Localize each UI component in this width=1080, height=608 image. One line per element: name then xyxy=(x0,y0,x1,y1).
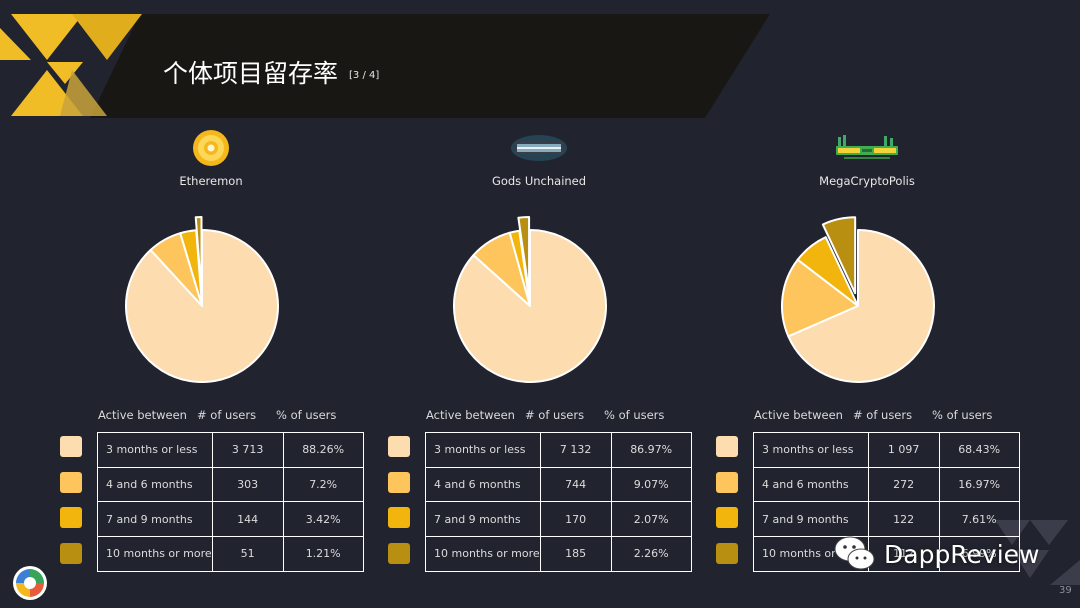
category-cell: 10 months or more xyxy=(97,536,213,572)
table-row: 4 and 6 months 744 9.07% xyxy=(425,466,692,503)
count-cell: 51 xyxy=(211,536,284,572)
legend-swatch xyxy=(716,472,738,493)
count-cell: 7 132 xyxy=(539,432,612,468)
table-row: 10 months or more 185 2.26% xyxy=(425,536,692,572)
pie-slice-4-and-6-months xyxy=(781,258,859,338)
legend-swatch xyxy=(60,436,82,457)
percent-cell: 7.61% xyxy=(938,501,1020,538)
retention-table: 3 months or less 3 713 88.26% 4 and 6 mo… xyxy=(97,432,364,572)
percent-cell: 2.26% xyxy=(610,536,692,572)
count-cell: 303 xyxy=(211,466,284,503)
legend-swatch xyxy=(388,436,410,457)
table-row: 3 months or less 1 097 68.43% xyxy=(753,432,1020,468)
category-cell: 7 and 9 months xyxy=(753,501,869,538)
category-cell: 7 and 9 months xyxy=(97,501,213,538)
table-row: 7 and 9 months 144 3.42% xyxy=(97,501,364,538)
header-num-users: # of users xyxy=(853,408,913,422)
table-row: 10 months or more 51 1.21% xyxy=(97,536,364,572)
pie-slice-3-months-or-less xyxy=(453,229,607,383)
panel-gods-unchained: Gods Unchained Active between # of users… xyxy=(388,0,728,608)
corner-logo-icon xyxy=(13,566,47,600)
percent-cell: 68.43% xyxy=(938,432,1020,468)
header-active-between: Active between xyxy=(98,408,187,422)
table-row: 4 and 6 months 303 7.2% xyxy=(97,466,364,503)
pie-chart xyxy=(781,216,935,383)
legend-swatch xyxy=(716,436,738,457)
header-active-between: Active between xyxy=(426,408,515,422)
percent-cell: 16.97% xyxy=(938,466,1020,503)
table-row: 7 and 9 months 122 7.61% xyxy=(753,501,1020,538)
count-cell: 3 713 xyxy=(211,432,284,468)
game-name: Etheremon xyxy=(179,174,243,188)
etheremon-logo xyxy=(176,126,246,170)
legend-swatch xyxy=(60,507,82,528)
count-cell: 185 xyxy=(539,536,612,572)
pie-chart xyxy=(125,216,279,383)
wechat-icon xyxy=(834,536,875,570)
header-active-between: Active between xyxy=(754,408,843,422)
retention-table: 3 months or less 7 132 86.97% 4 and 6 mo… xyxy=(425,432,692,572)
legend-swatch xyxy=(716,507,738,528)
percent-cell: 9.07% xyxy=(610,466,692,503)
slide-title: 个体项目留存率 xyxy=(163,59,339,88)
panel-megacryptopolis: MegaCryptoPolis Active between # of user… xyxy=(716,0,1056,608)
category-cell: 3 months or less xyxy=(425,432,541,468)
pie-chart xyxy=(453,216,607,383)
game-name: Gods Unchained xyxy=(491,174,587,188)
header-pct-users: % of users xyxy=(276,408,337,422)
percent-cell: 86.97% xyxy=(610,432,692,468)
page-number: 39 xyxy=(1059,585,1072,596)
percent-cell: 7.2% xyxy=(282,466,364,503)
count-cell: 122 xyxy=(867,501,940,538)
count-cell: 112 xyxy=(867,536,940,572)
header-band xyxy=(90,14,770,118)
header-num-users: # of users xyxy=(197,408,257,422)
pie-slice-10-months-or-more xyxy=(821,216,857,295)
count-cell: 144 xyxy=(211,501,284,538)
legend-swatch xyxy=(388,507,410,528)
percent-cell: 6.99% xyxy=(938,536,1020,572)
legend-swatch xyxy=(388,543,410,564)
game-name: MegaCryptoPolis xyxy=(819,174,915,188)
category-cell: 3 months or less xyxy=(97,432,213,468)
table-row: 3 months or less 3 713 88.26% xyxy=(97,432,364,468)
category-cell: 4 and 6 months xyxy=(97,466,213,503)
count-cell: 744 xyxy=(539,466,612,503)
count-cell: 272 xyxy=(867,466,940,503)
table-row: 7 and 9 months 170 2.07% xyxy=(425,501,692,538)
percent-cell: 88.26% xyxy=(282,432,364,468)
panel-etheremon: Etheremon Active between # of users % of… xyxy=(60,0,400,608)
legend-swatch xyxy=(388,472,410,493)
gods-unchained-logo xyxy=(504,126,574,170)
category-cell: 4 and 6 months xyxy=(753,466,869,503)
category-cell: 3 months or less xyxy=(753,432,869,468)
count-cell: 170 xyxy=(539,501,612,538)
pie-slice-3-months-or-less xyxy=(787,229,935,383)
percent-cell: 1.21% xyxy=(282,536,364,572)
triangle-logo xyxy=(0,14,142,116)
legend-swatch xyxy=(60,543,82,564)
category-cell: 10 months or more xyxy=(425,536,541,572)
legend-swatch xyxy=(716,543,738,564)
pie-slice-3-months-or-less xyxy=(125,229,279,383)
count-cell: 1 097 xyxy=(867,432,940,468)
header-num-users: # of users xyxy=(525,408,585,422)
legend-swatch xyxy=(60,472,82,493)
percent-cell: 3.42% xyxy=(282,501,364,538)
megacryptopolis-logo xyxy=(832,126,902,170)
slide-page-indicator: [3 / 4] xyxy=(349,70,380,81)
category-cell: 7 and 9 months xyxy=(425,501,541,538)
header-pct-users: % of users xyxy=(604,408,665,422)
header-pct-users: % of users xyxy=(932,408,993,422)
table-row: 3 months or less 7 132 86.97% xyxy=(425,432,692,468)
category-cell: 4 and 6 months xyxy=(425,466,541,503)
percent-cell: 2.07% xyxy=(610,501,692,538)
retention-table: 3 months or less 1 097 68.43% 4 and 6 mo… xyxy=(753,432,1020,572)
watermark-text: DappReview xyxy=(884,540,1040,569)
table-row: 4 and 6 months 272 16.97% xyxy=(753,466,1020,503)
